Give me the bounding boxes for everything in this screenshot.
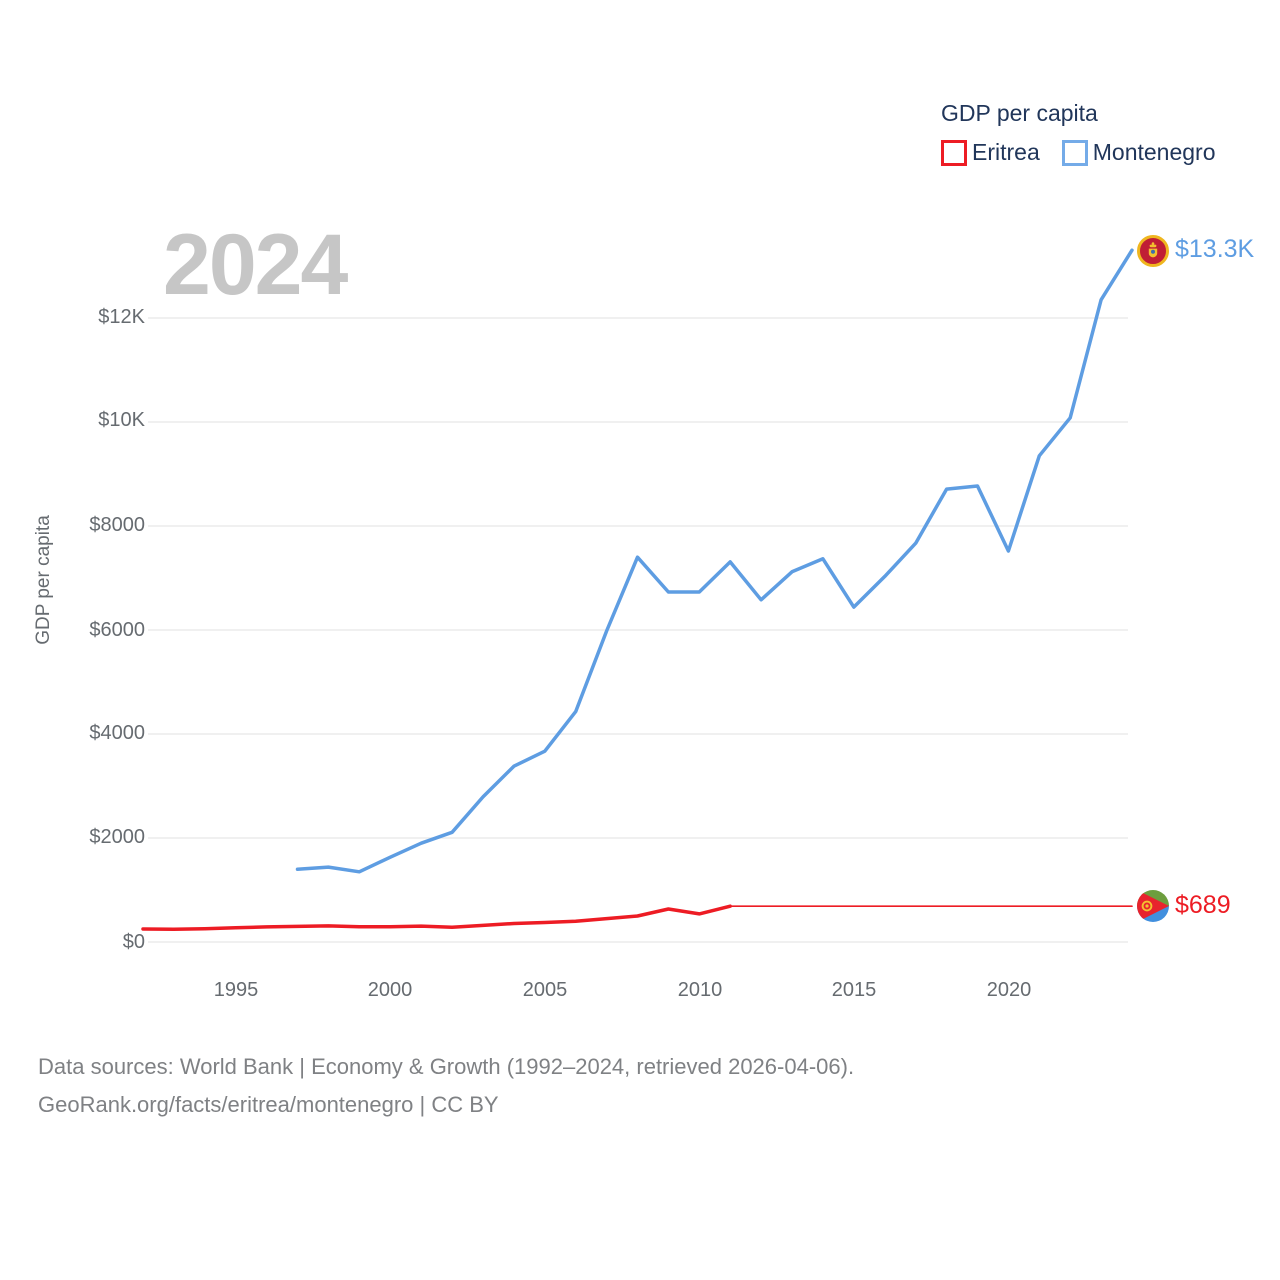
montenegro-line: [295, 248, 1134, 874]
montenegro-end-value: $13.3K: [1175, 235, 1255, 263]
y-tick-label: $4000: [89, 722, 145, 744]
footer: Data sources: World Bank | Economy & Gro…: [38, 1048, 854, 1124]
y-tick-label: $2000: [89, 826, 145, 848]
x-tick-label: 2000: [367, 979, 413, 1001]
legend-label-montenegro: Montenegro: [1092, 139, 1216, 165]
montenegro-swatch-icon: [1061, 139, 1088, 166]
y-tick-label: $10K: [98, 409, 145, 431]
eritrea-flag-icon: [1137, 890, 1169, 922]
y-tick-label: $6000: [89, 619, 145, 641]
x-tick-label: 2015: [831, 979, 877, 1001]
x-tick-label: 2005: [522, 979, 568, 1001]
legend-label-eritrea: Eritrea: [972, 139, 1040, 165]
footer-sources: Data sources: World Bank | Economy & Gro…: [38, 1054, 855, 1079]
x-tick-label: 2020: [986, 979, 1032, 1001]
legend-item-eritrea: Eritrea: [941, 139, 1040, 166]
y-tick-label: $0: [122, 931, 145, 953]
footer-attribution: GeoRank.org/facts/eritrea/montenegro | C…: [38, 1092, 499, 1117]
montenegro-flag-icon: [1137, 235, 1169, 267]
eritrea-line: [141, 904, 732, 932]
y-tick-label: $12K: [98, 306, 145, 328]
x-tick-label: 2010: [677, 979, 723, 1001]
year-watermark: 2024: [163, 217, 348, 313]
y-tick-label: $8000: [89, 514, 145, 536]
legend: GDP per capita Eritrea Montenegro: [941, 100, 1216, 166]
eritrea-swatch-icon: [941, 139, 967, 166]
eritrea-end-value: $689: [1175, 891, 1231, 919]
x-tick-label: 1995: [213, 979, 259, 1001]
legend-row: Eritrea Montenegro: [941, 139, 1216, 166]
legend-item-montenegro: Montenegro: [1061, 139, 1216, 166]
legend-title: GDP per capita: [941, 100, 1098, 126]
